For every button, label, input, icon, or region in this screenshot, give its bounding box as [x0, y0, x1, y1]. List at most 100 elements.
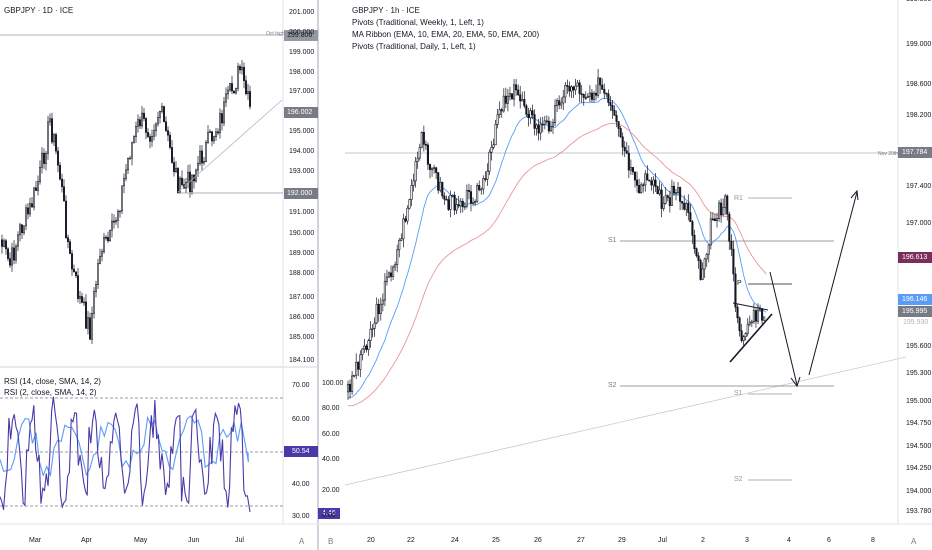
- right-time-tick: 4: [787, 537, 791, 544]
- candle-body: [642, 184, 645, 187]
- candle-body: [159, 111, 161, 118]
- candle-body: [732, 248, 735, 275]
- candle-body: [93, 291, 95, 314]
- candle-body: [171, 147, 173, 163]
- candle-body: [424, 144, 427, 146]
- candle-body: [135, 126, 137, 137]
- candle-body: [627, 152, 630, 171]
- candle-body: [67, 237, 69, 242]
- candle-body: [750, 321, 753, 324]
- candle-body: [726, 195, 729, 215]
- pane-button[interactable]: B: [328, 537, 334, 546]
- forecast-up-arrow[interactable]: [808, 191, 858, 376]
- candle-body: [3, 240, 5, 247]
- candle-body: [474, 201, 477, 204]
- candle-body: [660, 189, 663, 209]
- candle-body: [141, 112, 143, 127]
- rsi-2-value-tag: [318, 508, 340, 519]
- triangle-lower-line[interactable]: [729, 313, 773, 363]
- right-time-tick: 8: [871, 537, 875, 544]
- forecast-drawings[interactable]: [729, 189, 859, 388]
- candle-body: [351, 375, 354, 392]
- candle-body: [486, 170, 489, 180]
- support-price-tag: [284, 188, 318, 199]
- candle-body: [734, 273, 737, 308]
- candle-body: [109, 229, 111, 242]
- candle-body: [139, 119, 141, 127]
- candle-body: [243, 66, 245, 82]
- candle-body: [498, 109, 501, 116]
- candle-body: [379, 303, 382, 314]
- candle-body: [457, 204, 460, 207]
- candle-body: [373, 322, 376, 329]
- left-time-tick: May: [134, 537, 148, 544]
- indicator-tick: 60.00: [322, 431, 340, 438]
- candle-body: [603, 89, 606, 94]
- rsi-14-value: 50.54: [292, 448, 310, 455]
- candle-body: [502, 95, 505, 112]
- candle-body: [157, 117, 159, 125]
- candle-body: [137, 119, 139, 127]
- candle-body: [736, 306, 739, 319]
- left-price-tick: 194.000: [289, 148, 315, 155]
- right-time-tick: 20: [367, 537, 375, 544]
- right-price-tick: 195.600: [906, 343, 932, 350]
- candle-body: [43, 152, 45, 164]
- candle-body: [631, 167, 635, 173]
- indicator-tick: 0.00: [322, 512, 336, 519]
- candle-body: [752, 310, 755, 323]
- left-last-price-tag: [284, 107, 318, 118]
- candle-body: [381, 299, 384, 305]
- candle-body: [576, 82, 579, 87]
- candle-body: [592, 92, 596, 100]
- last-price-tag: [898, 306, 932, 317]
- candle-body: [223, 101, 225, 124]
- candle-body: [611, 105, 614, 111]
- indicator-daily-pivots[interactable]: Pivots (Traditional, Daily, 1, Left, 1): [352, 42, 476, 51]
- candle-body: [447, 199, 450, 210]
- candle-body: [75, 271, 77, 276]
- indicator-tick: 100.00: [322, 380, 344, 387]
- candle-body: [578, 82, 581, 95]
- candle-body: [77, 275, 79, 299]
- candle-body: [478, 185, 481, 191]
- candle-body: [728, 213, 731, 242]
- right-axis-mode-button[interactable]: A: [911, 537, 917, 546]
- nov-price: 197.784: [902, 149, 928, 156]
- candle-body: [101, 251, 103, 257]
- candle-body: [705, 253, 708, 260]
- candle-body: [574, 85, 577, 91]
- candle-body: [165, 121, 167, 131]
- candle-body: [129, 157, 131, 160]
- candle-body: [95, 284, 97, 292]
- candle-body: [383, 281, 386, 301]
- candle-body: [679, 187, 682, 202]
- candle-body: [359, 354, 362, 370]
- indicator-ma-ribbon[interactable]: MA Ribbon (EMA, 10, EMA, 20, EMA, 50, EM…: [352, 30, 540, 39]
- candle-body: [724, 195, 727, 208]
- candle-body: [221, 113, 223, 124]
- candle-body: [482, 178, 485, 190]
- candle-body: [127, 158, 129, 171]
- right-time-tick: 25: [492, 537, 500, 544]
- candle-body: [99, 255, 101, 264]
- candle-body: [346, 383, 350, 393]
- candle-body: [451, 194, 454, 197]
- candle-body: [582, 94, 585, 98]
- rsi-tick: 40.00: [292, 481, 310, 488]
- forecast-down-arrow[interactable]: [769, 271, 798, 386]
- left-axis-mode-button[interactable]: A: [299, 537, 305, 546]
- candle-body: [562, 96, 565, 104]
- candle-body: [449, 194, 452, 210]
- indicator-weekly-pivots[interactable]: Pivots (Traditional, Weekly, 1, Left, 1): [352, 18, 484, 27]
- candle-body: [480, 188, 483, 191]
- candle-body: [241, 66, 243, 71]
- candle-body: [430, 168, 434, 171]
- candle-body: [233, 90, 235, 94]
- candle-body: [91, 312, 93, 340]
- triangle-upper-line[interactable]: [732, 302, 769, 311]
- candle-body: [175, 168, 177, 172]
- candle-body: [225, 93, 227, 103]
- candle-body: [191, 174, 193, 193]
- candle-body: [654, 179, 657, 187]
